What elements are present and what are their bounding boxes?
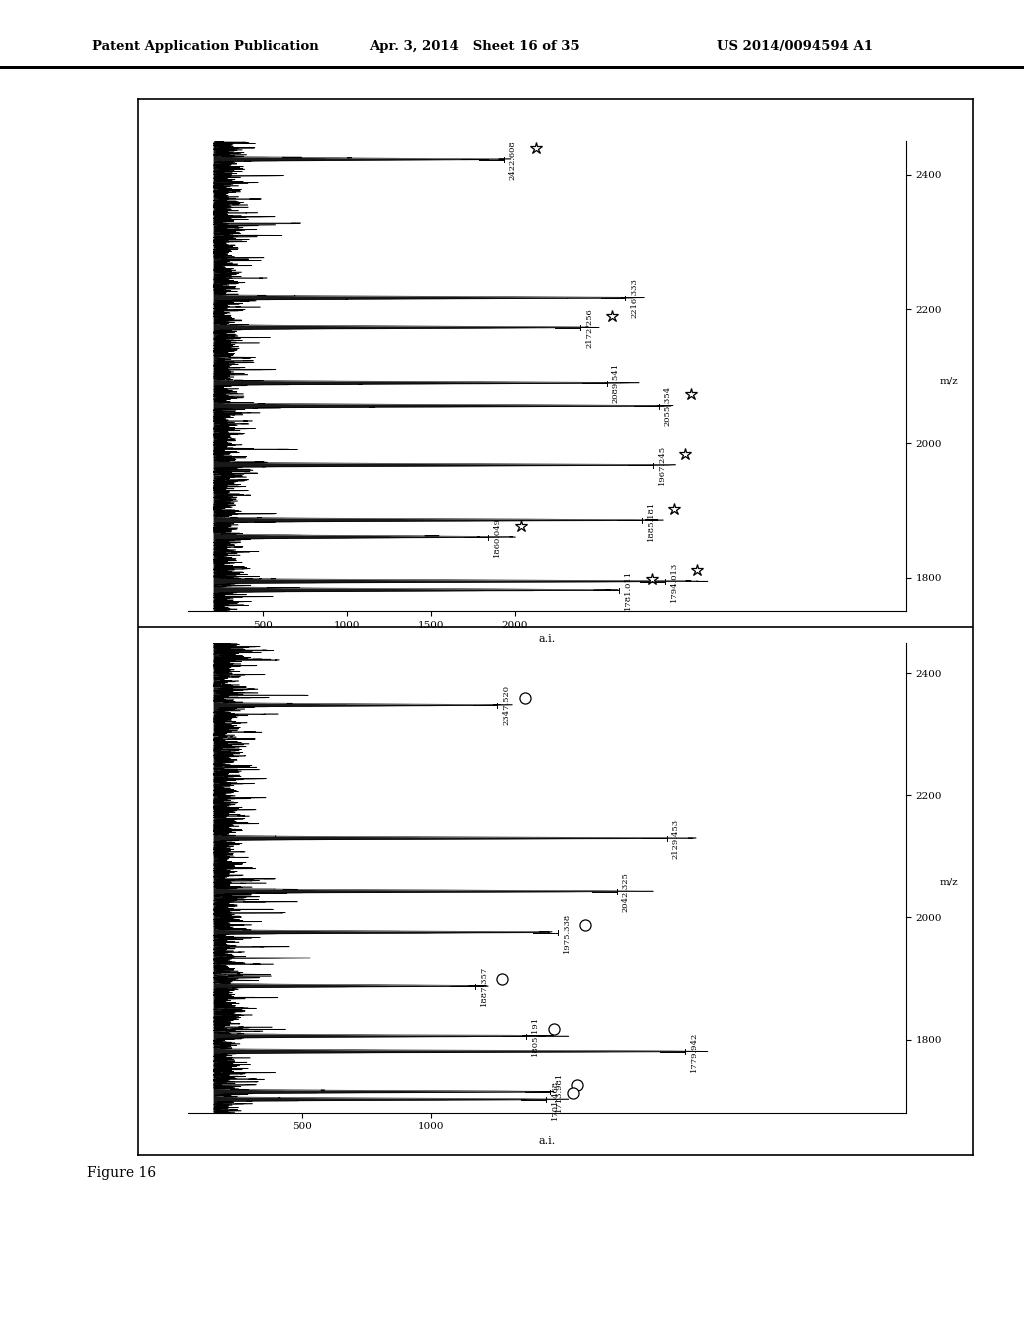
Text: 1805.191: 1805.191 xyxy=(531,1016,540,1056)
Text: 1967.245: 1967.245 xyxy=(658,445,667,486)
Text: 1860.049: 1860.049 xyxy=(494,517,502,557)
Y-axis label: m/z: m/z xyxy=(940,376,958,385)
Text: 1713.981: 1713.981 xyxy=(555,1072,562,1113)
Y-axis label: m/z: m/z xyxy=(940,878,958,887)
Text: 2055.354: 2055.354 xyxy=(664,387,672,426)
Text: US 2014/0094594 A1: US 2014/0094594 A1 xyxy=(717,40,872,53)
Text: 1779.942: 1779.942 xyxy=(690,1032,698,1072)
Text: 1887.357: 1887.357 xyxy=(479,966,487,1006)
Text: 2042.325: 2042.325 xyxy=(622,871,630,912)
Text: 1794.013: 1794.013 xyxy=(670,561,678,602)
X-axis label: a.i.: a.i. xyxy=(539,634,556,644)
Text: Patent Application Publication: Patent Application Publication xyxy=(92,40,318,53)
Text: 2172.256: 2172.256 xyxy=(585,308,593,347)
Text: 2216.333: 2216.333 xyxy=(631,279,638,318)
Text: Apr. 3, 2014   Sheet 16 of 35: Apr. 3, 2014 Sheet 16 of 35 xyxy=(369,40,580,53)
Text: 1781.011: 1781.011 xyxy=(625,570,633,610)
Text: Figure 16: Figure 16 xyxy=(87,1167,157,1180)
Text: 1701.468: 1701.468 xyxy=(551,1080,559,1119)
X-axis label: a.i.: a.i. xyxy=(539,1135,556,1146)
Text: 2347.520: 2347.520 xyxy=(502,685,510,726)
Text: 2129.453: 2129.453 xyxy=(672,818,680,858)
Text: 1885.181: 1885.181 xyxy=(647,500,655,540)
Text: 2089.541: 2089.541 xyxy=(611,363,620,404)
Text: 2422.608: 2422.608 xyxy=(509,140,516,180)
Text: 1975.338: 1975.338 xyxy=(563,912,571,953)
